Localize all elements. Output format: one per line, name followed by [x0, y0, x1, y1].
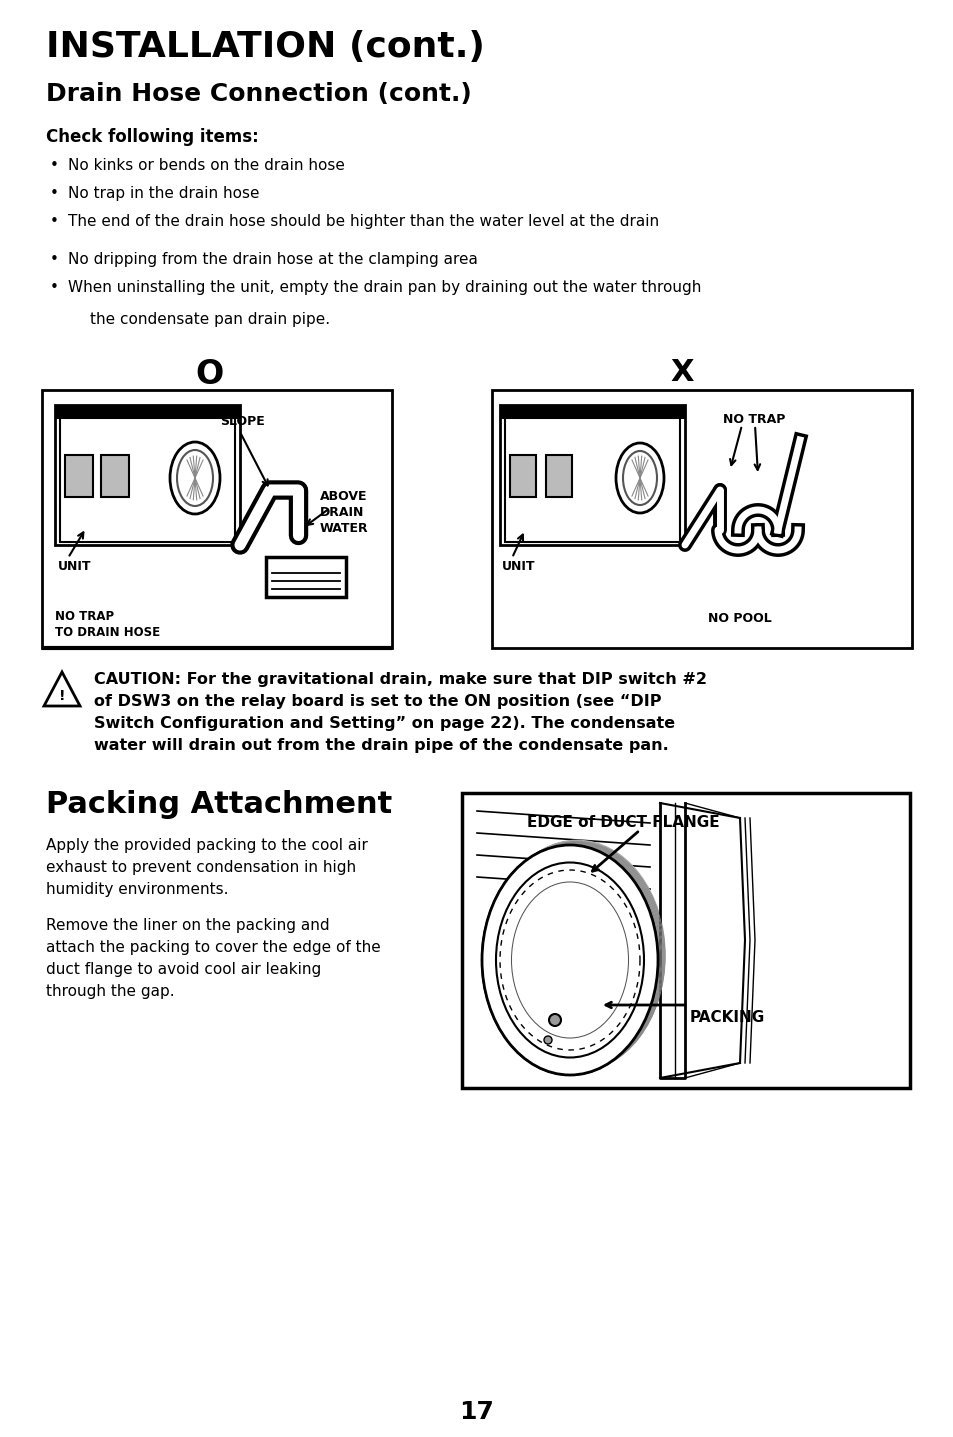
Bar	[510, 456, 536, 497]
Text: exhaust to prevent condensation in high: exhaust to prevent condensation in high	[46, 859, 355, 875]
Text: duct flange to avoid cool air leaking: duct flange to avoid cool air leaking	[46, 961, 321, 977]
Text: EDGE of DUCT FLANGE: EDGE of DUCT FLANGE	[526, 815, 719, 831]
Ellipse shape	[496, 862, 643, 1058]
Bar	[55, 405, 240, 545]
Bar	[60, 418, 234, 542]
Text: ABOVE
DRAIN
WATER: ABOVE DRAIN WATER	[319, 490, 368, 535]
Bar	[492, 389, 911, 648]
Bar	[42, 389, 392, 648]
Bar	[101, 456, 129, 497]
Circle shape	[543, 1036, 552, 1045]
Text: SLOPE: SLOPE	[220, 415, 265, 428]
Text: NO POOL: NO POOL	[707, 612, 771, 625]
Ellipse shape	[622, 451, 657, 504]
Bar	[266, 558, 346, 596]
Ellipse shape	[177, 450, 213, 506]
Bar	[499, 405, 684, 545]
Ellipse shape	[170, 443, 220, 514]
Bar	[65, 456, 92, 497]
Text: •: •	[50, 280, 59, 295]
Text: UNIT: UNIT	[58, 560, 91, 573]
Text: Drain Hose Connection (cont.): Drain Hose Connection (cont.)	[46, 82, 471, 106]
Text: NO TRAP
TO DRAIN HOSE: NO TRAP TO DRAIN HOSE	[55, 609, 160, 639]
Text: The end of the drain hose should be highter than the water level at the drain: The end of the drain hose should be high…	[68, 214, 659, 228]
Polygon shape	[44, 673, 80, 706]
Text: Check following items:: Check following items:	[46, 128, 258, 147]
Text: through the gap.: through the gap.	[46, 984, 174, 999]
Text: humidity environments.: humidity environments.	[46, 882, 229, 897]
Ellipse shape	[512, 882, 627, 1038]
Text: Switch Configuration and Setting” on page 22). The condensate: Switch Configuration and Setting” on pag…	[94, 716, 675, 731]
Text: PACKING: PACKING	[689, 1010, 764, 1025]
Text: No dripping from the drain hose at the clamping area: No dripping from the drain hose at the c…	[68, 251, 477, 267]
Text: When uninstalling the unit, empty the drain pan by draining out the water throug: When uninstalling the unit, empty the dr…	[68, 280, 700, 295]
Text: •: •	[50, 251, 59, 267]
Text: Apply the provided packing to the cool air: Apply the provided packing to the cool a…	[46, 838, 368, 854]
Text: •: •	[50, 185, 59, 201]
Text: the condensate pan drain pipe.: the condensate pan drain pipe.	[90, 312, 330, 328]
Text: No kinks or bends on the drain hose: No kinks or bends on the drain hose	[68, 158, 345, 172]
Text: •: •	[50, 158, 59, 172]
Text: No trap in the drain hose: No trap in the drain hose	[68, 185, 259, 201]
Bar	[55, 405, 240, 420]
Bar	[499, 405, 684, 420]
Ellipse shape	[616, 443, 663, 513]
Text: NO TRAP: NO TRAP	[722, 412, 784, 425]
Text: CAUTION: For the gravitational drain, make sure that DIP switch #2: CAUTION: For the gravitational drain, ma…	[94, 673, 706, 687]
Ellipse shape	[481, 845, 658, 1075]
Text: !: !	[59, 688, 65, 703]
Text: attach the packing to cover the edge of the: attach the packing to cover the edge of …	[46, 940, 380, 956]
Bar	[461, 793, 909, 1088]
Text: UNIT: UNIT	[501, 560, 535, 573]
Text: water will drain out from the drain pipe of the condensate pan.: water will drain out from the drain pipe…	[94, 739, 668, 753]
Bar	[504, 418, 679, 542]
Text: X: X	[670, 358, 693, 387]
Ellipse shape	[496, 862, 643, 1058]
Text: Packing Attachment: Packing Attachment	[46, 790, 392, 819]
Bar	[545, 456, 572, 497]
Text: INSTALLATION (cont.): INSTALLATION (cont.)	[46, 30, 484, 65]
Text: of DSW3 on the relay board is set to the ON position (see “DIP: of DSW3 on the relay board is set to the…	[94, 694, 660, 708]
Text: 17: 17	[459, 1400, 494, 1424]
Text: •: •	[50, 214, 59, 228]
Circle shape	[548, 1015, 560, 1026]
Text: Remove the liner on the packing and: Remove the liner on the packing and	[46, 918, 330, 933]
Text: O: O	[195, 358, 224, 391]
Ellipse shape	[512, 882, 627, 1038]
